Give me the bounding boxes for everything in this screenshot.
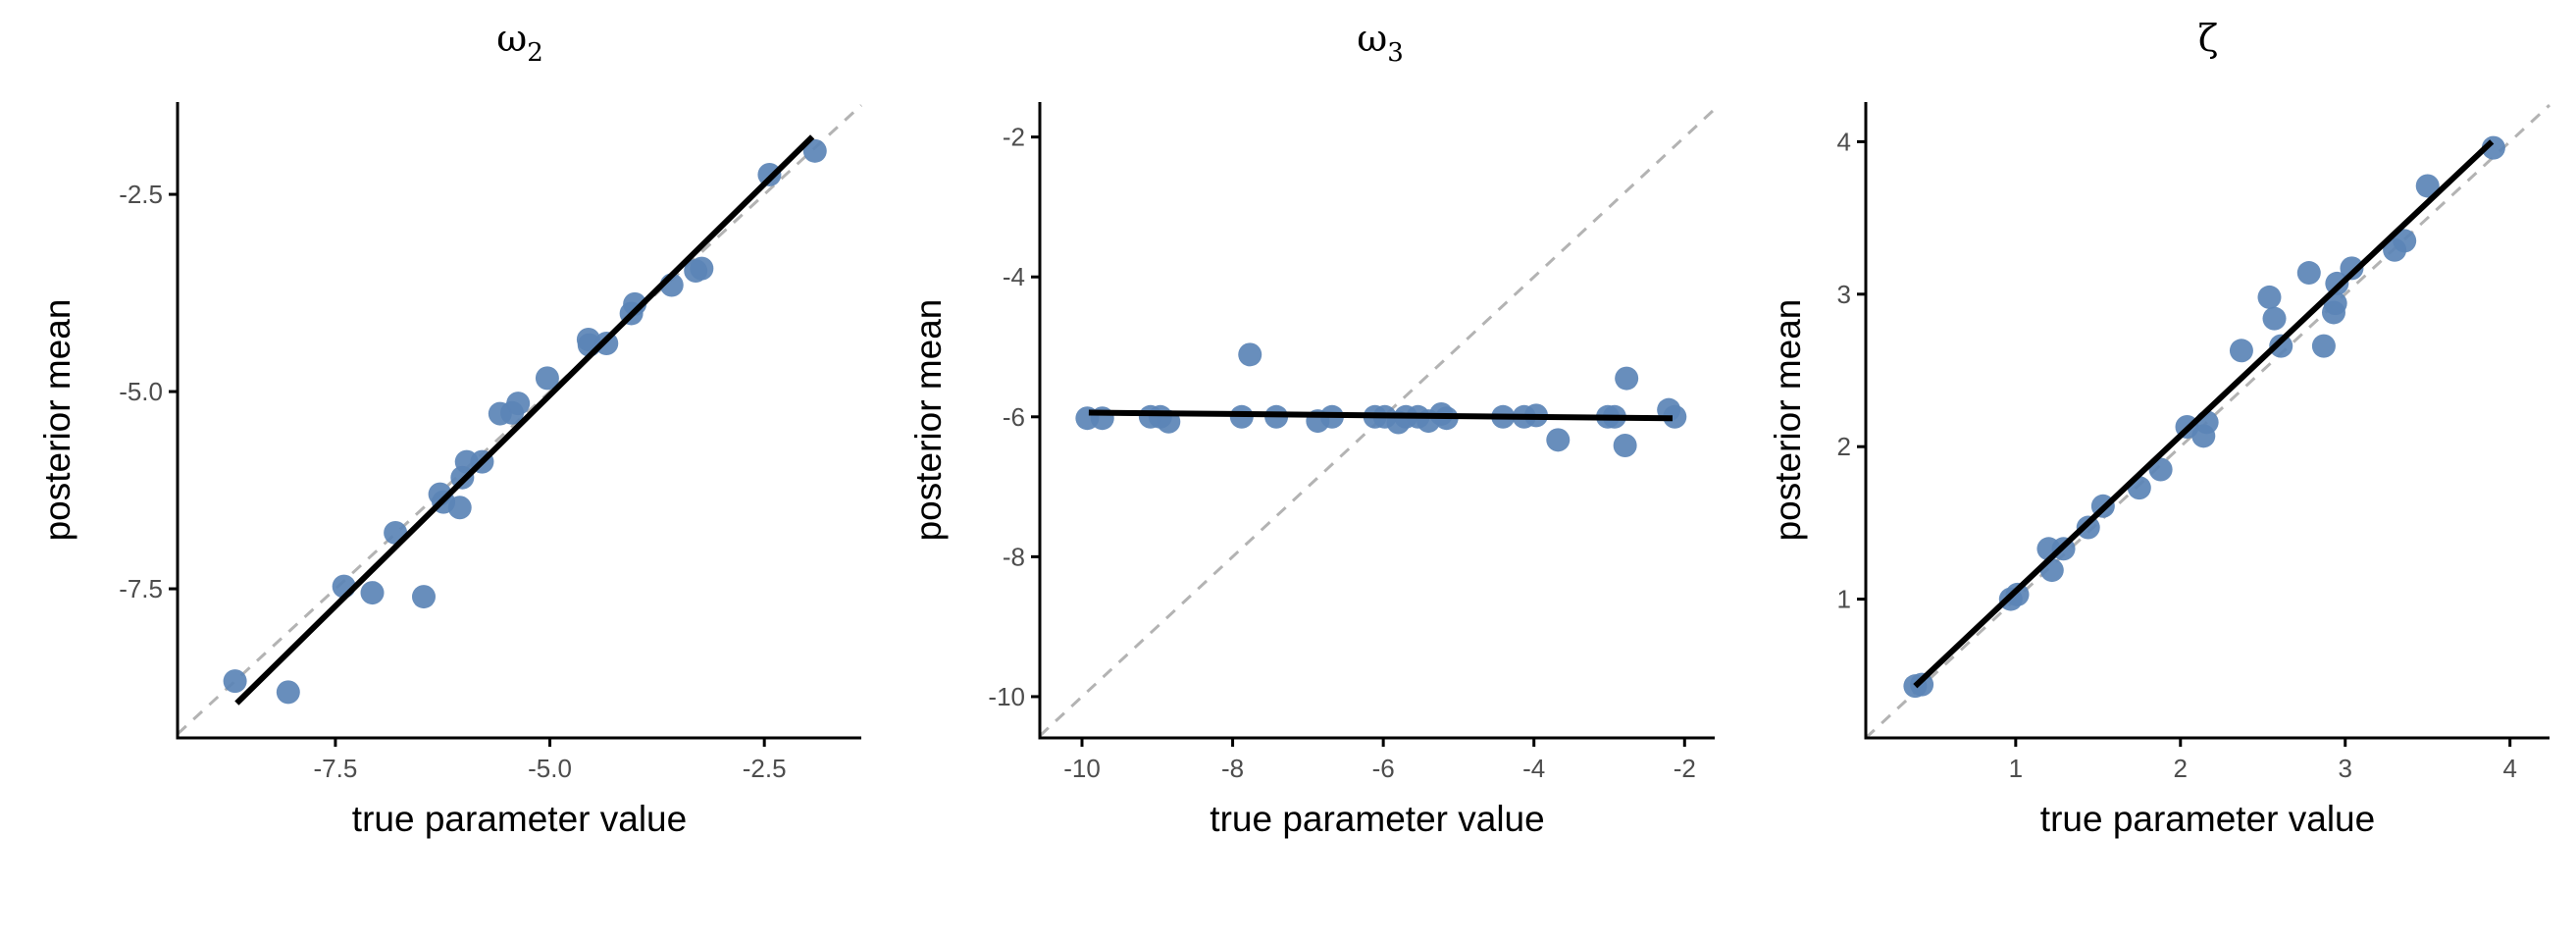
x-tick-label: -5.0 bbox=[528, 754, 572, 783]
x-tick-label: 3 bbox=[2339, 754, 2352, 783]
data-point bbox=[1613, 434, 1637, 458]
x-tick-label: 4 bbox=[2502, 754, 2516, 783]
data-point bbox=[1238, 342, 1262, 367]
data-point bbox=[506, 392, 531, 416]
identity-line bbox=[1864, 104, 2551, 740]
data-point bbox=[2415, 174, 2440, 198]
x-tick-label: -2 bbox=[1674, 754, 1696, 783]
x-tick-label: 2 bbox=[2174, 754, 2188, 783]
data-point bbox=[1546, 428, 1571, 452]
data-point bbox=[2269, 334, 2293, 358]
title-symbol: ω bbox=[496, 17, 527, 60]
data-point bbox=[757, 162, 782, 186]
y-axis-label: posterior mean bbox=[1768, 299, 1808, 542]
y-tick-label: 3 bbox=[1837, 280, 1851, 309]
panel-2: -10 -8 -6 -4 -2 -2 -4 -6 -8 -10 true parameter val… bbox=[908, 17, 1717, 839]
data-point bbox=[690, 256, 714, 281]
data-point bbox=[2262, 306, 2287, 331]
y-tick-label: -2.5 bbox=[119, 180, 163, 209]
y-tick-label: -10 bbox=[988, 682, 1025, 711]
panel-title: ω2 bbox=[496, 17, 543, 68]
y-tick-label: -6 bbox=[1003, 402, 1025, 432]
y-tick-label: 2 bbox=[1837, 432, 1851, 461]
title-symbol: ω bbox=[1357, 17, 1387, 60]
data-point bbox=[1910, 672, 1934, 697]
regression-line bbox=[1913, 139, 2495, 689]
regression-line bbox=[1088, 409, 1674, 422]
y-tick-label: 4 bbox=[1837, 127, 1851, 156]
data-point bbox=[276, 680, 300, 705]
panel-3: 1 2 3 4 4 3 2 1 true parameter value posterior me… bbox=[1768, 17, 2551, 839]
x-tick-label: 1 bbox=[2009, 754, 2023, 783]
y-axis-label: posterior mean bbox=[37, 299, 77, 542]
x-axis-label: true parameter value bbox=[352, 799, 687, 839]
data-point bbox=[802, 138, 827, 163]
data-point bbox=[447, 496, 472, 520]
x-axis-label: true parameter value bbox=[1210, 799, 1544, 839]
y-tick-label: -7.5 bbox=[119, 574, 163, 603]
data-point bbox=[223, 669, 247, 694]
data-point bbox=[2229, 339, 2253, 363]
y-tick-label: -5.0 bbox=[119, 377, 163, 406]
x-tick-label: -2.5 bbox=[743, 754, 787, 783]
data-point bbox=[2005, 582, 2030, 606]
title-subscript: 3 bbox=[1387, 38, 1404, 68]
x-tick-label: -7.5 bbox=[314, 754, 358, 783]
data-point bbox=[2296, 261, 2321, 286]
data-point bbox=[1615, 366, 1639, 391]
data-point bbox=[2076, 515, 2100, 540]
panel-1: -7.5 -5.0 -2.5 -2.5 -5.0 -7.5 true parameter v… bbox=[37, 17, 863, 839]
data-point bbox=[2311, 334, 2336, 358]
x-tick-label: -8 bbox=[1221, 754, 1244, 783]
regression-line bbox=[234, 134, 815, 706]
x-axis-label: true parameter value bbox=[2040, 799, 2375, 839]
title-symbol: ζ bbox=[2198, 17, 2219, 60]
data-point bbox=[411, 585, 436, 609]
x-tick-label: -6 bbox=[1372, 754, 1395, 783]
panel-title: ω3 bbox=[1357, 17, 1404, 68]
data-point bbox=[623, 291, 647, 316]
y-tick-label: -8 bbox=[1003, 542, 1025, 571]
data-point bbox=[360, 581, 385, 605]
panel-title: ζ bbox=[2198, 17, 2219, 60]
x-tick-label: -10 bbox=[1063, 754, 1101, 783]
data-point bbox=[535, 366, 559, 391]
data-point bbox=[2340, 256, 2364, 281]
y-tick-label: -4 bbox=[1003, 262, 1025, 291]
y-tick-label: 1 bbox=[1837, 585, 1851, 614]
data-point bbox=[2257, 285, 2282, 309]
x-tick-label: -4 bbox=[1522, 754, 1545, 783]
data-point bbox=[1663, 404, 1687, 429]
data-point bbox=[2325, 271, 2349, 295]
title-subscript: 2 bbox=[527, 38, 543, 68]
data-point bbox=[2393, 229, 2417, 253]
y-tick-label: -2 bbox=[1003, 123, 1025, 152]
y-axis-label: posterior mean bbox=[908, 299, 949, 542]
